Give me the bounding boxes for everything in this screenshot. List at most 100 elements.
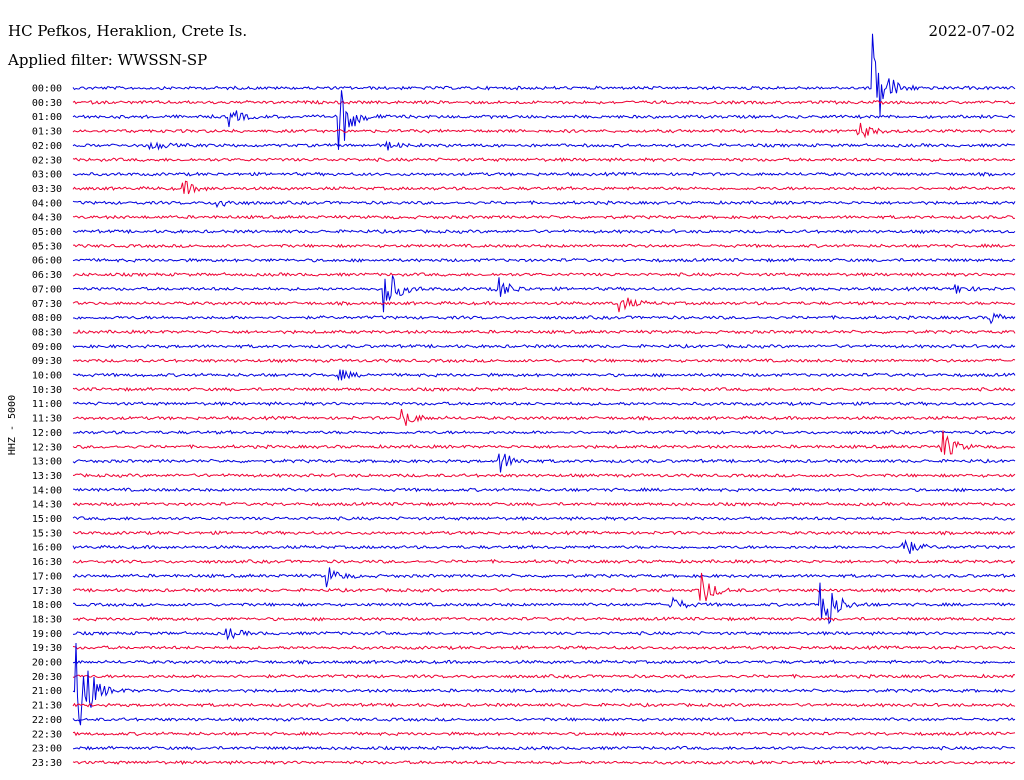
seismic-trace-row — [72, 501, 1016, 507]
row-time-label: 00:00 — [32, 84, 62, 95]
seismic-trace-row — [72, 214, 1016, 220]
seismic-trace-row — [72, 171, 1016, 177]
row-time-label: 22:30 — [32, 729, 62, 740]
seismic-trace-row — [72, 99, 1016, 105]
seismic-trace-row — [72, 642, 1016, 726]
seismic-trace-row — [72, 200, 1016, 209]
seismic-trace-row — [72, 369, 1016, 382]
station-title: HC Pefkos, Heraklion, Crete Is. — [8, 22, 247, 40]
seismic-trace-row — [72, 759, 1016, 766]
row-time-label: 11:30 — [32, 414, 62, 425]
row-time-label: 09:30 — [32, 356, 62, 367]
y-axis-label: HHZ - 5000 — [7, 395, 18, 455]
row-time-label: 10:30 — [32, 385, 62, 396]
seismic-trace-row — [72, 745, 1016, 751]
seismic-traces — [72, 33, 1016, 766]
row-time-label: 04:30 — [32, 213, 62, 224]
row-tick-labels: 00:00 00:30 01:00 01:30 02:00 02:30 03:00 03:30… — [32, 84, 62, 769]
seismic-trace-row — [72, 473, 1016, 478]
seismic-trace-row — [72, 180, 1016, 195]
seismic-trace-row — [72, 673, 1016, 679]
seismic-trace-row — [72, 716, 1016, 723]
seismic-trace-row — [72, 659, 1016, 665]
row-time-label: 16:30 — [32, 557, 62, 568]
seismic-trace-row — [72, 157, 1016, 163]
row-time-label: 18:30 — [32, 614, 62, 625]
row-time-label: 08:00 — [32, 313, 62, 324]
seismic-trace-row — [72, 272, 1016, 278]
row-time-label: 19:30 — [32, 643, 62, 654]
seismic-trace-row — [73, 530, 1016, 536]
filter-subtitle: Applied filter: WWSSN-SP — [7, 51, 207, 69]
seismic-trace-row — [72, 408, 1016, 426]
row-time-label: 15:30 — [32, 528, 62, 539]
seismic-trace-row — [72, 122, 1016, 139]
row-time-label: 20:00 — [32, 658, 62, 669]
row-time-label: 08:30 — [32, 327, 62, 338]
row-time-label: 05:30 — [32, 241, 62, 252]
row-time-label: 05:00 — [32, 227, 62, 238]
seismic-trace-row — [72, 582, 1016, 625]
row-time-label: 01:00 — [32, 112, 62, 123]
seismic-trace-row — [72, 358, 1016, 364]
row-time-label: 12:00 — [32, 428, 62, 439]
seismic-trace-row — [72, 702, 1016, 708]
seismic-trace-row — [72, 429, 1016, 435]
date-label: 2022-07-02 — [929, 22, 1015, 40]
row-time-label: 02:30 — [32, 155, 62, 166]
row-time-label: 03:00 — [32, 170, 62, 181]
seismic-trace-row — [72, 329, 1016, 335]
seismic-trace-row — [72, 275, 1016, 313]
row-time-label: 21:00 — [32, 686, 62, 697]
row-time-label: 13:30 — [32, 471, 62, 482]
row-time-label: 07:00 — [32, 284, 62, 295]
seismic-trace-row — [72, 453, 1016, 473]
seismic-trace-row — [72, 645, 1015, 651]
seismic-trace-row — [72, 140, 1016, 151]
row-time-label: 18:00 — [32, 600, 62, 611]
seismic-trace-row — [72, 228, 1016, 235]
row-time-label: 14:00 — [32, 485, 62, 496]
seismic-trace-row — [72, 572, 1016, 602]
row-time-label: 14:30 — [32, 500, 62, 511]
row-time-label: 23:30 — [32, 758, 62, 769]
row-time-label: 01:30 — [32, 127, 62, 138]
row-time-label: 09:00 — [32, 342, 62, 353]
row-time-label: 19:00 — [32, 629, 62, 640]
seismic-trace-row — [72, 401, 1016, 407]
seismic-trace-row — [72, 487, 1016, 493]
seismic-trace-row — [72, 33, 1016, 116]
seismic-trace-row — [72, 297, 1016, 313]
seismic-trace-row — [72, 430, 1016, 455]
seismic-trace-row — [73, 312, 1016, 325]
row-time-label: 00:30 — [32, 98, 62, 109]
seismic-trace-row — [72, 243, 1016, 249]
row-time-label: 10:00 — [32, 371, 62, 382]
row-time-label: 22:00 — [32, 715, 62, 726]
seismic-trace-row — [72, 616, 1016, 622]
seismic-trace-row — [72, 257, 1016, 263]
seismic-trace-row — [72, 515, 1016, 522]
row-time-label: 03:30 — [32, 184, 62, 195]
row-time-label: 16:00 — [32, 543, 62, 554]
row-time-label: 23:00 — [32, 744, 62, 755]
row-time-label: 17:30 — [32, 586, 62, 597]
seismic-trace-row — [72, 343, 1016, 349]
row-time-label: 04:00 — [32, 198, 62, 209]
row-time-label: 11:00 — [32, 399, 62, 410]
seismic-trace-row — [72, 628, 1016, 641]
row-time-label: 06:30 — [32, 270, 62, 281]
row-time-label: 07:30 — [32, 299, 62, 310]
seismic-trace-row — [72, 558, 1016, 565]
seismic-trace-row — [72, 567, 1016, 588]
row-time-label: 21:30 — [32, 701, 62, 712]
row-time-label: 13:00 — [32, 457, 62, 468]
seismic-trace-row — [72, 538, 1016, 554]
row-time-label: 02:00 — [32, 141, 62, 152]
row-time-label: 15:00 — [32, 514, 62, 525]
row-time-label: 17:00 — [32, 571, 62, 582]
row-time-label: 20:30 — [32, 672, 62, 683]
row-time-label: 12:30 — [32, 442, 62, 453]
row-time-label: 06:00 — [32, 256, 62, 267]
